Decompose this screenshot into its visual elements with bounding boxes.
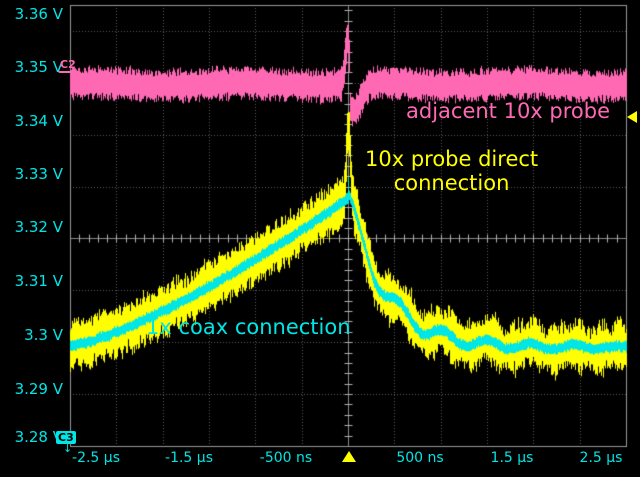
trigger-level-triangle-icon[interactable] bbox=[627, 111, 637, 123]
channel-3-offset-marker[interactable]: C3 bbox=[56, 431, 76, 444]
y-tick-label: 3.28 V bbox=[14, 428, 63, 446]
y-tick-label: 3.36 V bbox=[14, 5, 63, 23]
annotation-1x-coax-connection: 1x coax connection bbox=[146, 315, 351, 339]
x-tick-label: -1.5 µs bbox=[165, 450, 213, 466]
x-tick-label: -2.5 µs bbox=[72, 450, 120, 466]
annotation-line-2: connection bbox=[393, 170, 510, 195]
trigger-position-triangle-icon[interactable] bbox=[342, 451, 356, 462]
y-tick-label: 3.34 V bbox=[14, 112, 63, 130]
y-tick-label: 3.32 V bbox=[14, 218, 63, 236]
y-tick-label: 3.33 V bbox=[14, 165, 63, 183]
x-tick-label: -500 ns bbox=[259, 450, 313, 466]
y-tick-label: 3.29 V bbox=[14, 380, 63, 398]
channel-3-offset-arrow-icon: ↓ bbox=[63, 442, 73, 455]
y-tick-label: 3.3 V bbox=[24, 326, 63, 344]
x-tick-label: 2.5 µs bbox=[579, 450, 623, 466]
channel-2-offset-marker[interactable]: C2 bbox=[58, 58, 78, 73]
y-tick-label: 3.31 V bbox=[14, 272, 63, 290]
annotation-adjacent-10x-probe: adjacent 10x probe bbox=[406, 99, 611, 123]
x-tick-label: 1.5 µs bbox=[490, 450, 534, 466]
annotation-10x-probe-direct: 10x probe direct connection bbox=[365, 147, 539, 195]
x-tick-label: 500 ns bbox=[396, 450, 444, 466]
annotation-line-1: 10x probe direct bbox=[365, 147, 539, 171]
y-tick-label: 3.35 V bbox=[14, 58, 63, 76]
